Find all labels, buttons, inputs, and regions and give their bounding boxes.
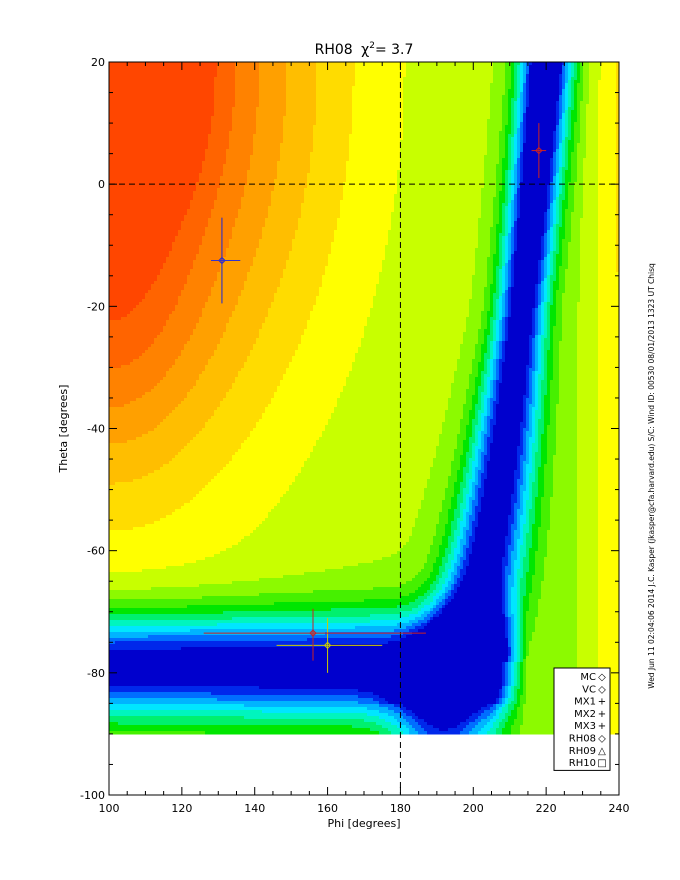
y-axis-label: Theta [degrees] <box>57 385 70 474</box>
legend-label: MX2 <box>574 709 596 720</box>
legend-symbol: + <box>598 697 606 708</box>
point-rh10 <box>531 123 547 179</box>
legend-entry-mx1: MX1 + <box>574 697 606 708</box>
x-tick-label: 160 <box>317 802 338 815</box>
axis-ticks: 100 120 140 160 180 200 220 240200-20-40-60-80-… <box>80 56 629 815</box>
x-tick-label: 200 <box>463 802 484 815</box>
legend-box <box>553 667 611 771</box>
point-marker <box>218 256 226 265</box>
y-tick-label: -20 <box>87 300 105 313</box>
point-vc <box>211 217 241 304</box>
chart-title: RH08 χ2= 3.7 <box>315 41 414 58</box>
data-points <box>203 123 547 673</box>
point-rh08 <box>276 617 383 673</box>
x-tick-label: 240 <box>609 802 630 815</box>
legend-label: VC <box>582 684 596 695</box>
y-tick-label: -100 <box>80 789 105 802</box>
legend-symbol: ◇ <box>598 684 606 695</box>
legend-label: RH10 <box>569 758 596 769</box>
legend-label: MX3 <box>574 721 596 732</box>
y-tick-label: -40 <box>87 423 105 436</box>
x-tick-label: 220 <box>536 802 557 815</box>
legend-label: MC <box>580 672 596 683</box>
x-tick-label: 180 <box>390 802 411 815</box>
legend-symbol: + <box>598 721 606 732</box>
y-tick-label: -60 <box>87 545 105 558</box>
reference-lines <box>109 62 619 795</box>
x-tick-label: 140 <box>244 802 265 815</box>
point-marker <box>323 641 332 650</box>
legend-symbol: ◇ <box>598 672 606 683</box>
legend-entry-mx2: MX2 + <box>574 709 606 720</box>
point-marker <box>309 629 317 637</box>
legend-label: MX1 <box>574 697 596 708</box>
legend-symbol: + <box>598 709 606 720</box>
side-annotation: Wed Jun 11 02:04:06 2014 J.C. Kasper (jk… <box>647 263 656 689</box>
legend-symbol: □ <box>597 758 606 769</box>
legend: MC ◇VC ◇MX1 +MX2 +MX3 +RH08 ◇RH09 △RH10 □ <box>553 667 611 771</box>
legend-label: RH08 <box>569 734 596 745</box>
x-tick-label: 100 <box>99 802 120 815</box>
x-tick-label: 120 <box>171 802 192 815</box>
legend-entry-rh09: RH09 △ <box>569 746 606 757</box>
legend-entry-vc: VC ◇ <box>582 684 606 695</box>
legend-label: RH09 <box>569 746 596 757</box>
legend-entry-mx3: MX3 + <box>574 721 606 732</box>
x-axis-label: Phi [degrees] <box>327 817 400 830</box>
y-tick-label: -80 <box>87 667 105 680</box>
legend-symbol: ◇ <box>598 734 606 745</box>
point-marker <box>535 146 543 155</box>
y-tick-label: 0 <box>98 178 105 191</box>
legend-entry-mc: MC ◇ <box>580 672 606 683</box>
legend-symbol: △ <box>598 746 606 757</box>
point-rh09 <box>203 608 426 661</box>
legend-entry-rh10: RH10 □ <box>569 758 607 769</box>
legend-entry-rh08: RH08 ◇ <box>569 734 606 745</box>
y-tick-label: 20 <box>91 56 105 69</box>
